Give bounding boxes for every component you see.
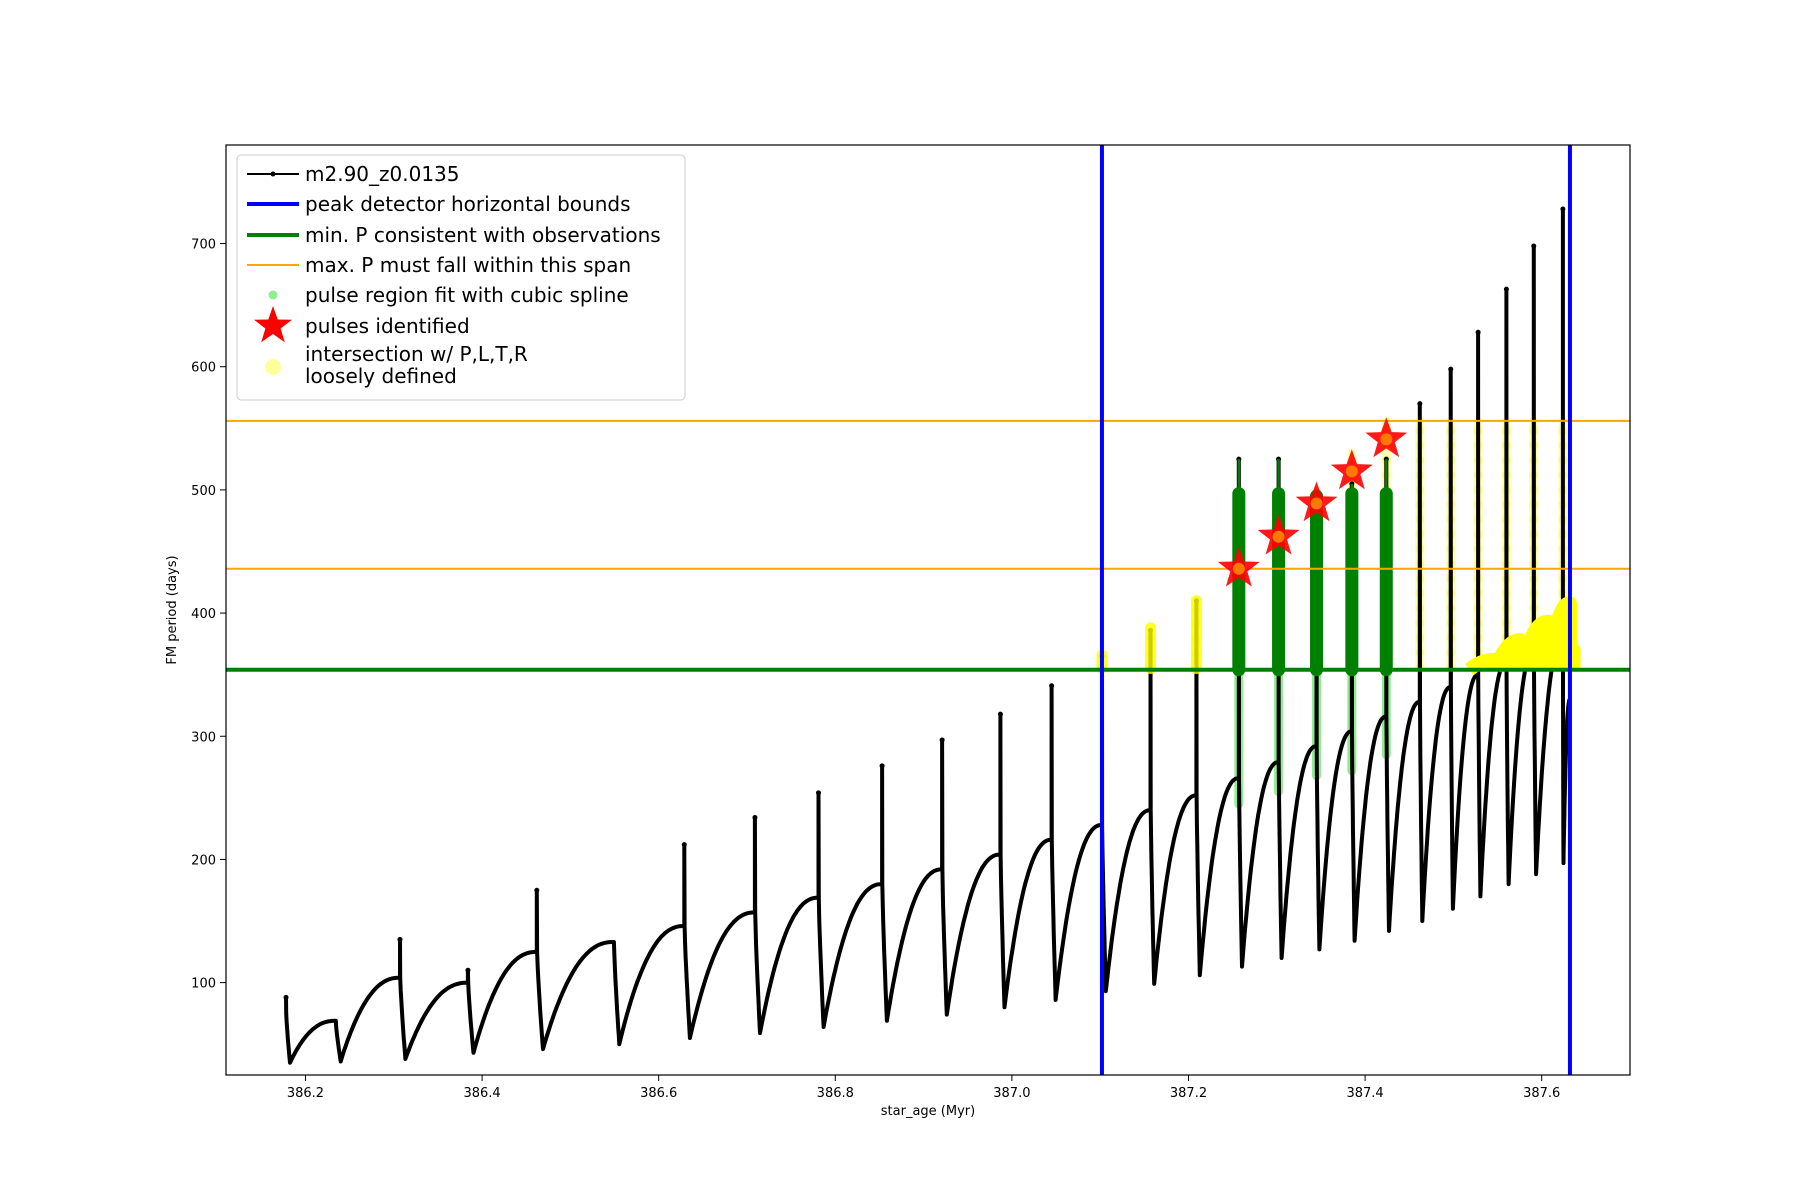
- y-axis-label: FM period (days): [165, 555, 180, 664]
- legend-label: min. P consistent with observations: [305, 223, 661, 247]
- legend-label: intersection w/ P,L,T,R: [305, 342, 528, 366]
- y-tick-label: 400: [191, 607, 216, 622]
- intersection-arc-1: [1488, 633, 1528, 674]
- x-tick-label: 386.2: [287, 1086, 324, 1101]
- axes-frame: [225, 144, 1631, 1076]
- track-spike-marker-9: [879, 763, 885, 769]
- track-spike-marker-23: [1475, 329, 1481, 335]
- track-line: [284, 207, 1572, 1065]
- pulse-star-core-3: [1345, 465, 1358, 478]
- x-tick-label: 386.6: [640, 1086, 677, 1101]
- legend-dot: [268, 290, 278, 300]
- track-spike-marker-0: [283, 994, 289, 1000]
- legend-label: pulses identified: [305, 314, 470, 338]
- track-spike-marker-11: [997, 711, 1003, 717]
- y-tick-label: 100: [191, 977, 216, 992]
- track-spike-marker-6: [681, 842, 687, 848]
- legend-label: pulse region fit with cubic spline: [305, 283, 629, 307]
- pulse-star-core-2: [1310, 497, 1323, 510]
- x-tick-label: 387.6: [1523, 1086, 1560, 1101]
- y-tick-label: 200: [191, 853, 216, 868]
- track-spike-marker-25: [1531, 243, 1537, 249]
- track-spike-marker-8: [816, 790, 822, 796]
- pulse-star-core-4: [1380, 433, 1393, 446]
- y-tick-label: 500: [191, 484, 216, 499]
- legend-star: [254, 306, 292, 343]
- legend-marker: [270, 171, 276, 177]
- y-tick-label: 700: [191, 238, 216, 253]
- track-spike-marker-4: [534, 887, 540, 893]
- track-spike-marker-21: [1417, 401, 1423, 407]
- track-spike-marker-2: [397, 937, 403, 943]
- legend-label: m2.90_z0.0135: [305, 162, 460, 186]
- track-spike-marker-12: [1049, 683, 1055, 689]
- pulse-star-core-1: [1272, 530, 1285, 543]
- x-tick-label: 387.2: [1170, 1086, 1207, 1101]
- y-tick-label: 600: [191, 361, 216, 376]
- track-spike-marker-3: [465, 967, 471, 973]
- x-tick-label: 386.8: [817, 1086, 854, 1101]
- intersection-arc-2: [1513, 614, 1555, 672]
- track-spike-marker-7: [752, 815, 758, 821]
- track-spike-marker-24: [1503, 286, 1509, 292]
- y-tick-label: 300: [191, 730, 216, 745]
- pulse-star-core-0: [1232, 562, 1245, 575]
- legend-label: loosely defined: [305, 364, 457, 388]
- legend-label: max. P must fall within this span: [305, 253, 631, 277]
- x-axis-label: star_age (Myr): [881, 1104, 975, 1119]
- track-spike-marker-22: [1448, 366, 1454, 372]
- x-tick-label: 386.4: [463, 1086, 500, 1101]
- track-spike-marker-26: [1560, 206, 1566, 212]
- legend-label: peak detector horizontal bounds: [305, 192, 631, 216]
- x-tick-label: 387.4: [1346, 1086, 1383, 1101]
- x-tick-label: 387.0: [993, 1086, 1030, 1101]
- legend-box: [236, 154, 686, 401]
- track-spike-marker-10: [939, 737, 945, 743]
- legend-dot: [265, 359, 281, 375]
